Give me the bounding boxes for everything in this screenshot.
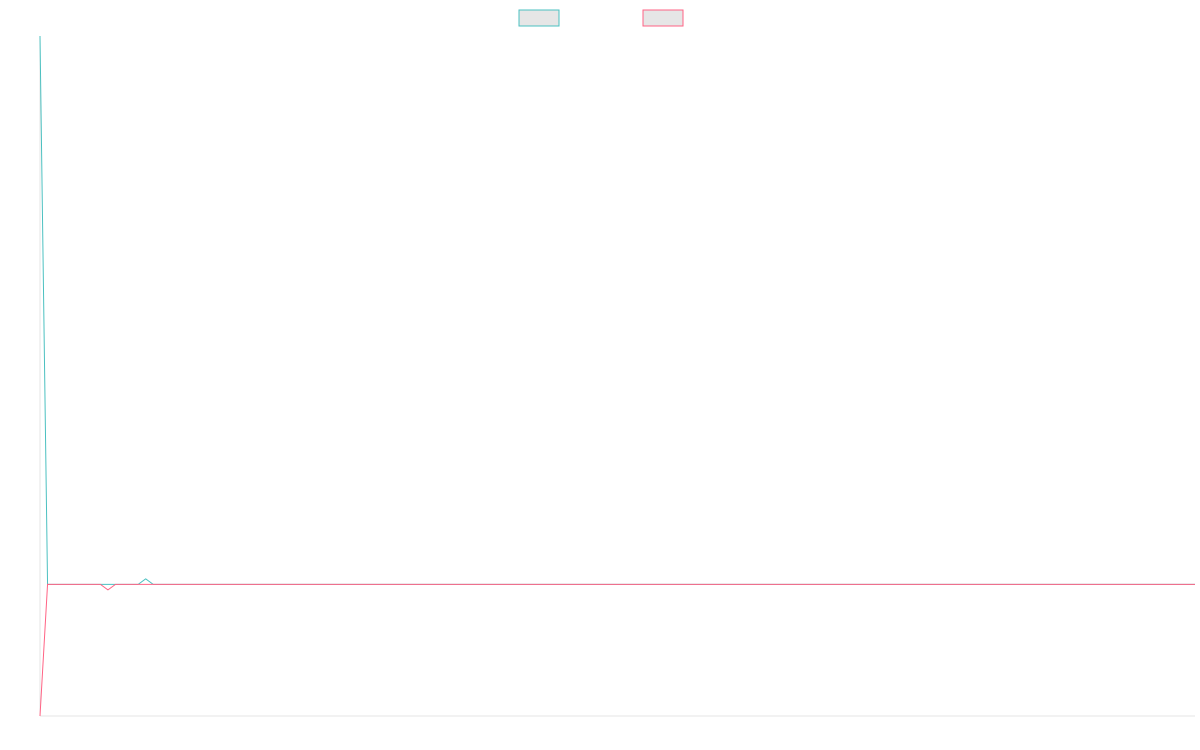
legend-swatch-1	[518, 9, 560, 27]
series-line-1	[39, 35, 1195, 585]
legend-item-1	[518, 9, 560, 27]
plot-area	[39, 35, 1195, 717]
legend	[518, 9, 684, 27]
series-line-2	[39, 583, 1195, 717]
legend-item-2	[642, 9, 684, 27]
legend-swatch-2	[642, 9, 684, 27]
